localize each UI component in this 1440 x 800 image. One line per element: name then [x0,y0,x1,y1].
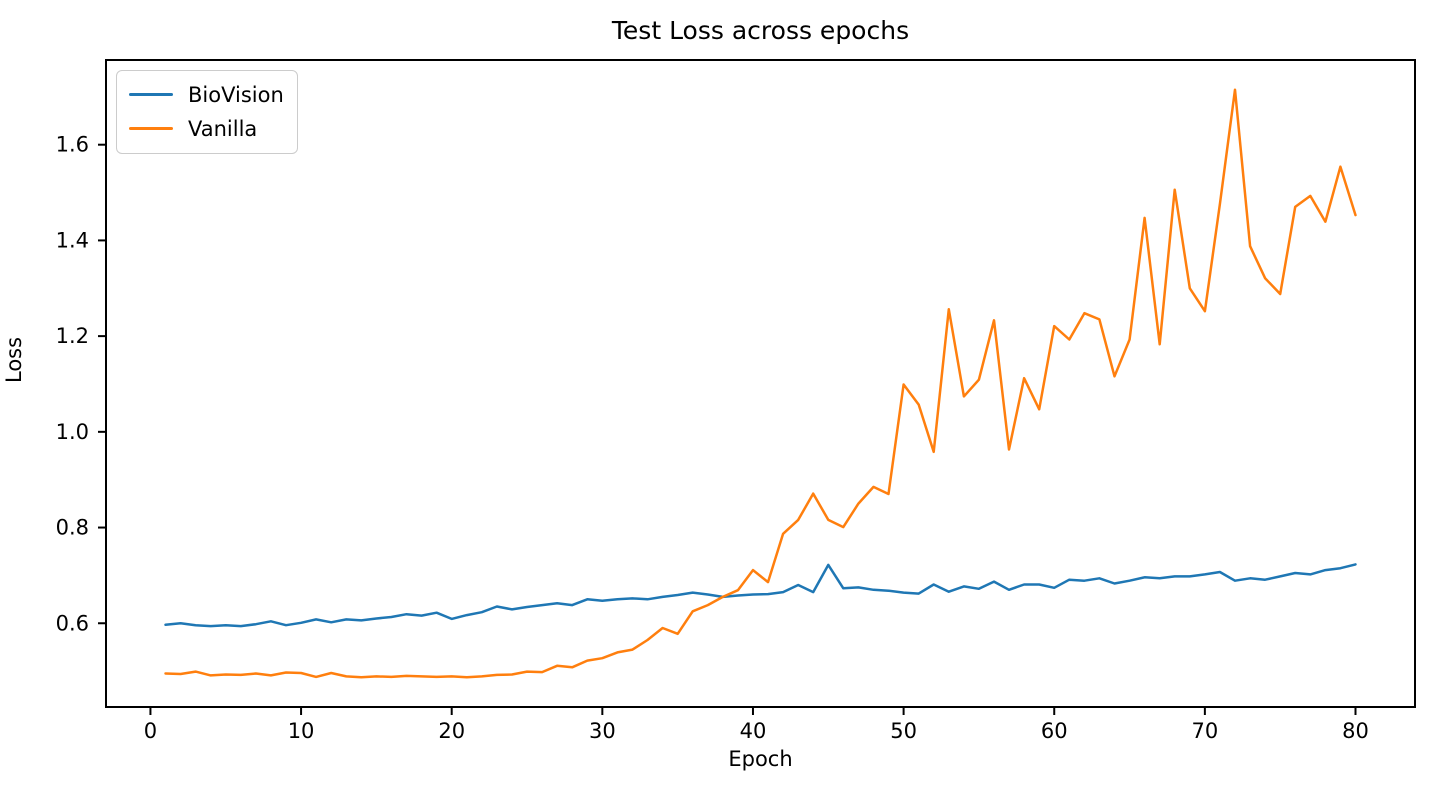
y-tick-label: 1.4 [56,228,89,252]
x-tick-label: 50 [890,719,917,743]
biovision-line [164,563,1357,628]
y-tick-label: 1.0 [56,420,89,444]
legend-label-vanilla: Vanilla [188,116,258,141]
vanilla-line-swatch [129,127,173,130]
y-tick-label: 0.8 [56,516,89,540]
axes-spines [105,59,1416,708]
y-tick-label: 1.6 [56,133,89,157]
x-tick-label: 0 [144,719,157,743]
x-tick-label: 40 [740,719,767,743]
x-tick-label: 60 [1041,719,1068,743]
legend-label-biovision: BioVision [188,82,284,107]
x-tick-label: 20 [438,719,465,743]
legend: BioVision Vanilla [116,70,298,154]
legend-item-biovision: BioVision [129,82,284,107]
y-tick-label: 1.2 [56,324,89,348]
biovision-line-swatch [129,93,173,96]
legend-item-vanilla: Vanilla [129,116,283,141]
y-tick-label: 0.6 [56,611,89,635]
x-tick-label: 30 [589,719,616,743]
chart-title: Test Loss across epochs [611,16,910,45]
x-tick-label: 70 [1191,719,1218,743]
x-tick-label: 80 [1342,719,1369,743]
x-tick-label: 10 [288,719,315,743]
vanilla-line [164,88,1357,679]
x-axis-label: Epoch [728,747,793,771]
